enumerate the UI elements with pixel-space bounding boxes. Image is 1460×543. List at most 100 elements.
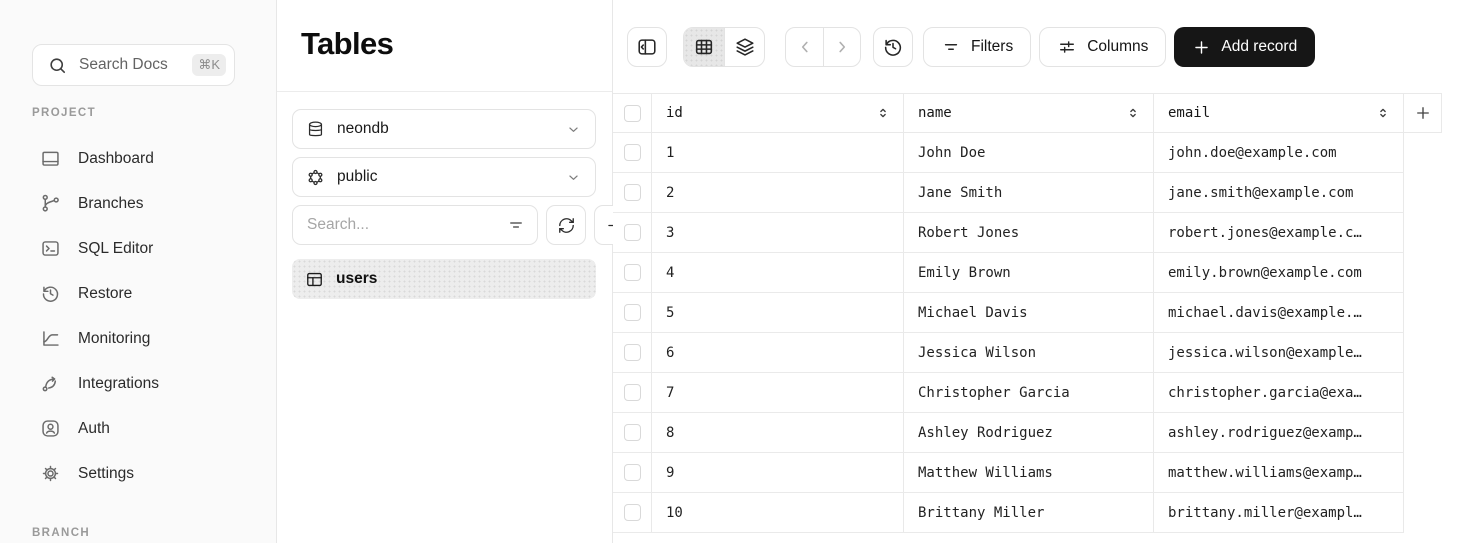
cell-id[interactable]: 5: [652, 293, 904, 332]
database-select[interactable]: neondb: [292, 109, 596, 149]
filters-button-label: Filters: [971, 38, 1014, 55]
row-checkbox[interactable]: [623, 304, 641, 321]
table-row: 1 John Doe john.doe@example.com: [613, 133, 1404, 173]
history-button[interactable]: [873, 27, 913, 67]
cell-email[interactable]: michael.davis@example.…: [1154, 293, 1404, 332]
branch-section-label: BRANCH: [32, 527, 91, 539]
row-checkbox[interactable]: [623, 384, 641, 401]
sidebar-item-restore[interactable]: Restore: [0, 271, 276, 316]
history-icon: [884, 39, 902, 56]
page-title: Tables: [301, 26, 394, 61]
cell-email[interactable]: jane.smith@example.com: [1154, 173, 1404, 212]
column-header-id[interactable]: id: [652, 94, 904, 132]
sidebar-item-dashboard[interactable]: Dashboard: [0, 136, 276, 181]
branches-icon: [42, 194, 59, 212]
database-select-value: neondb: [337, 120, 389, 137]
cell-name[interactable]: Brittany Miller: [904, 493, 1154, 532]
cell-id[interactable]: 2: [652, 173, 904, 212]
table-list-item-users[interactable]: users: [292, 259, 596, 299]
schema-select-value: public: [337, 168, 378, 185]
next-page-button[interactable]: [823, 28, 860, 66]
cell-email[interactable]: robert.jones@example.c…: [1154, 213, 1404, 252]
table-icon: [307, 272, 322, 286]
sidebar-item-auth[interactable]: Auth: [0, 406, 276, 451]
data-grid: id name email 1 John Doe john.doe@exampl…: [613, 93, 1460, 533]
sidebar-item-monitoring[interactable]: Monitoring: [0, 316, 276, 361]
table-search-field[interactable]: [292, 205, 538, 245]
table-list-item-label: users: [336, 270, 378, 287]
cell-name[interactable]: Matthew Williams: [904, 453, 1154, 492]
sidebar-item-label: Restore: [78, 284, 133, 302]
refresh-tables-button[interactable]: [546, 205, 586, 245]
cell-email[interactable]: matthew.williams@examp…: [1154, 453, 1404, 492]
cell-name[interactable]: Ashley Rodriguez: [904, 413, 1154, 452]
tables-panel-controls: neondb public: [277, 92, 634, 245]
add-record-button[interactable]: Add record: [1174, 27, 1316, 67]
row-checkbox[interactable]: [623, 224, 641, 241]
cell-email[interactable]: emily.brown@example.com: [1154, 253, 1404, 292]
column-header-email[interactable]: email: [1154, 94, 1404, 132]
table-row: 9 Matthew Williams matthew.williams@exam…: [613, 453, 1404, 493]
cell-id[interactable]: 10: [652, 493, 904, 532]
cell-name[interactable]: Robert Jones: [904, 213, 1154, 252]
sidebar-item-settings[interactable]: Settings: [0, 451, 276, 496]
row-checkbox[interactable]: [623, 344, 641, 361]
row-checkbox[interactable]: [623, 264, 641, 281]
cell-name[interactable]: Jane Smith: [904, 173, 1154, 212]
cell-email[interactable]: christopher.garcia@exa…: [1154, 373, 1404, 412]
cell-email[interactable]: brittany.miller@exampl…: [1154, 493, 1404, 532]
row-checkbox[interactable]: [623, 144, 641, 161]
cell-email[interactable]: ashley.rodriguez@examp…: [1154, 413, 1404, 452]
cell-id[interactable]: 3: [652, 213, 904, 252]
sidebar-item-branches[interactable]: Branches: [0, 181, 276, 226]
sort-button[interactable]: [1123, 103, 1143, 123]
cell-name[interactable]: Michael Davis: [904, 293, 1154, 332]
table-row: 7 Christopher Garcia christopher.garcia@…: [613, 373, 1404, 413]
cell-name[interactable]: Emily Brown: [904, 253, 1154, 292]
grid-view-button[interactable]: [684, 28, 724, 66]
collapse-panel-icon: [638, 39, 656, 55]
tables-panel-header: Tables: [277, 0, 612, 92]
cell-name[interactable]: Jessica Wilson: [904, 333, 1154, 372]
table-row: 4 Emily Brown emily.brown@example.com: [613, 253, 1404, 293]
cell-id[interactable]: 8: [652, 413, 904, 452]
sql-editor-icon: [42, 241, 59, 256]
schema-select[interactable]: public: [292, 157, 596, 197]
cell-id[interactable]: 4: [652, 253, 904, 292]
prev-page-button[interactable]: [786, 28, 823, 66]
cell-name[interactable]: John Doe: [904, 133, 1154, 172]
auth-icon: [42, 420, 59, 437]
row-checkbox[interactable]: [623, 504, 641, 521]
cell-id[interactable]: 6: [652, 333, 904, 372]
cell-name[interactable]: Christopher Garcia: [904, 373, 1154, 412]
add-column-button[interactable]: [1404, 94, 1442, 132]
cell-id[interactable]: 7: [652, 373, 904, 412]
table-row: 10 Brittany Miller brittany.miller@examp…: [613, 493, 1404, 533]
column-header-label: id: [666, 105, 683, 121]
row-checkbox[interactable]: [623, 424, 641, 441]
dashboard-icon: [42, 151, 59, 166]
sidebar-item-sql-editor[interactable]: SQL Editor: [0, 226, 276, 271]
collapse-panel-button[interactable]: [627, 27, 667, 67]
table-list: users: [277, 259, 612, 299]
cell-id[interactable]: 1: [652, 133, 904, 172]
filters-button[interactable]: Filters: [923, 27, 1032, 67]
cell-id[interactable]: 9: [652, 453, 904, 492]
table-search-input[interactable]: [307, 216, 507, 234]
filter-icon: [944, 44, 958, 50]
layers-view-button[interactable]: [724, 28, 764, 66]
sort-button[interactable]: [873, 103, 893, 123]
search-docs-button[interactable]: Search Docs ⌘K: [32, 44, 235, 86]
select-all-checkbox[interactable]: [623, 104, 641, 122]
cell-email[interactable]: john.doe@example.com: [1154, 133, 1404, 172]
plus-icon: [1195, 40, 1209, 54]
table-row: 5 Michael Davis michael.davis@example.…: [613, 293, 1404, 333]
columns-button[interactable]: Columns: [1039, 27, 1167, 67]
column-header-name[interactable]: name: [904, 94, 1154, 132]
sort-button[interactable]: [1373, 103, 1393, 123]
sidebar-item-integrations[interactable]: Integrations: [0, 361, 276, 406]
row-checkbox[interactable]: [623, 184, 641, 201]
row-checkbox[interactable]: [623, 464, 641, 481]
cell-email[interactable]: jessica.wilson@example…: [1154, 333, 1404, 372]
settings-icon: [42, 465, 59, 482]
